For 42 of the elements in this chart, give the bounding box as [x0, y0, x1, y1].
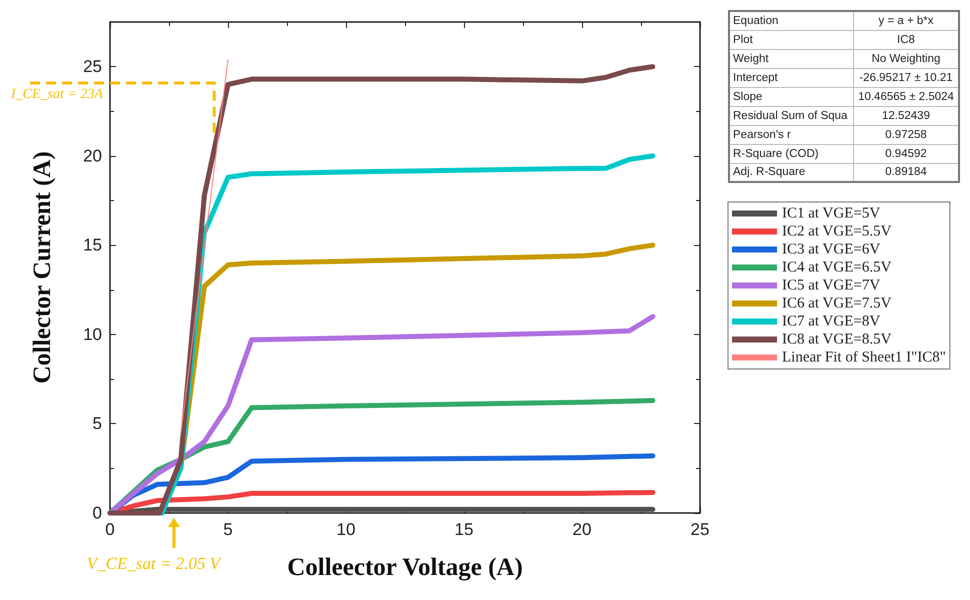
legend-label: IC5 at VGE=7V [782, 278, 880, 294]
y-axis-title: Collector Current (A) [29, 151, 56, 384]
text: y = a + b*x [853, 11, 959, 30]
text: 0.97258 [853, 125, 959, 144]
y-tick-label: 25 [83, 57, 102, 76]
text: Equation [729, 11, 854, 30]
annotation: V_CE_sat = 2.05 V [86, 554, 220, 574]
text: Weight [729, 49, 854, 68]
y-tick-label: 0 [92, 504, 102, 522]
text: -26.95217 ± 10.21 [853, 68, 959, 87]
text: Slope [729, 87, 854, 106]
x-tick-label: 15 [454, 520, 474, 539]
y-tick-label: 10 [83, 324, 102, 344]
x-tick-label: 5 [223, 520, 233, 539]
legend-label: Linear Fit of Sheet1 I"IC8" [782, 350, 946, 366]
x-tick-label: 10 [336, 520, 356, 539]
x-axis-title: Colleector Voltage (A) [287, 554, 523, 581]
y-tick-label: 20 [83, 146, 102, 166]
text: Pearson's r [729, 125, 854, 144]
text: IC8 [853, 30, 959, 49]
legend-label: IC3 at VGE=6V [782, 242, 880, 258]
legend-label: IC1 at VGE=5V [782, 206, 880, 222]
text: Intercept [729, 68, 854, 87]
text: 10.46565 ± 2.5024 [853, 87, 959, 106]
text: Residual Sum of Squa [729, 106, 854, 125]
x-tick-label: 20 [572, 520, 592, 539]
text: R-Square (COD) [729, 144, 854, 163]
legend-label: IC4 at VGE=6.5V [782, 260, 892, 276]
legend-label: IC6 at VGE=7.5V [782, 296, 892, 312]
x-tick-label: 25 [690, 520, 710, 539]
text: No Weighting [853, 49, 959, 68]
legend-label: IC2 at VGE=5.5V [782, 224, 892, 240]
y-tick-label: 5 [92, 414, 102, 434]
text: 12.52439 [853, 106, 959, 125]
y-tick-label: 15 [83, 236, 102, 255]
x-tick-label: 0 [105, 520, 115, 539]
text: 0.89184 [853, 163, 959, 182]
legend-label: IC7 at VGE=8V [782, 314, 880, 330]
text: Plot [729, 30, 854, 49]
text: 0.94592 [853, 144, 959, 163]
legend-label: IC8 at VGE=8.5V [782, 332, 892, 348]
text: Adj. R-Square [729, 163, 854, 182]
